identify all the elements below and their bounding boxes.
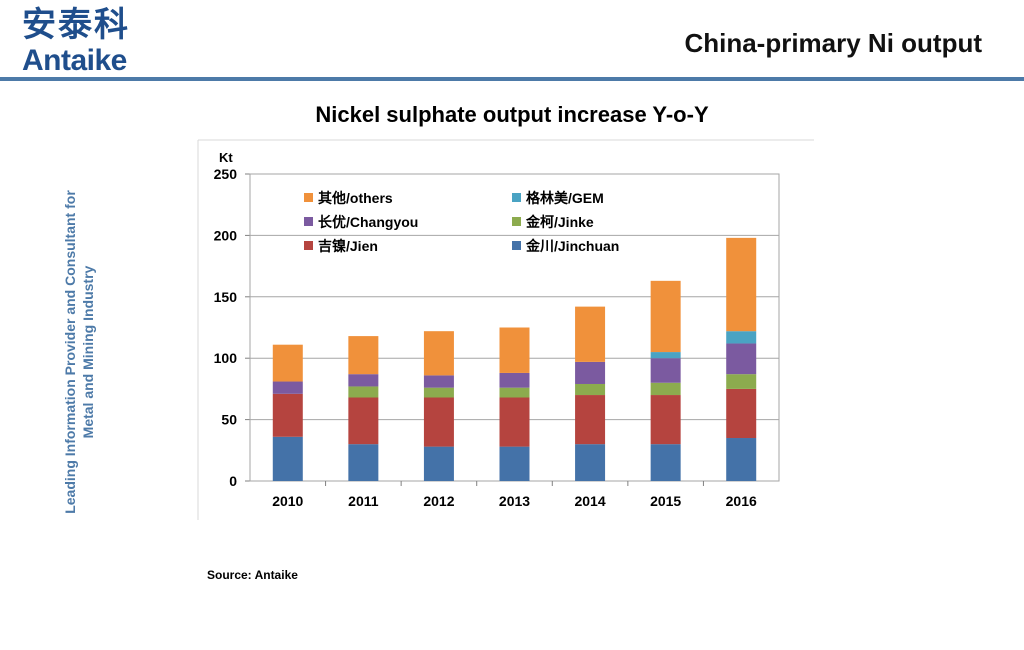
slide-subtitle: Nickel sulphate output increase Y-o-Y bbox=[315, 102, 709, 127]
bar-segment bbox=[726, 438, 757, 481]
legend-label: 其他/others bbox=[318, 190, 393, 206]
legend-label: 长优/Changyou bbox=[318, 214, 418, 230]
legend-label: 金柯/Jinke bbox=[525, 214, 594, 230]
bar-segment bbox=[650, 358, 681, 383]
y-tick-label: 250 bbox=[214, 166, 238, 182]
legend-swatch bbox=[512, 241, 521, 250]
bar-segment bbox=[499, 372, 530, 388]
x-tick-label: 2016 bbox=[726, 493, 757, 509]
y-tick-label: 150 bbox=[214, 289, 238, 305]
y-tick-label: 100 bbox=[214, 350, 238, 366]
legend-swatch bbox=[304, 241, 313, 250]
bar-segment bbox=[726, 237, 757, 332]
legend-swatch bbox=[512, 193, 521, 202]
y-tick-label: 50 bbox=[221, 412, 237, 428]
bar-segment bbox=[272, 344, 303, 382]
bar-segment bbox=[272, 381, 303, 394]
bar-segment bbox=[650, 444, 681, 481]
header-title: China-primary Ni output bbox=[684, 28, 982, 58]
bar-segment bbox=[272, 393, 303, 437]
legend-swatch bbox=[512, 217, 521, 226]
bar-segment bbox=[726, 343, 757, 375]
bar-segment bbox=[499, 397, 530, 447]
bar-segment bbox=[348, 336, 379, 375]
bar-segment bbox=[499, 387, 530, 398]
bar-segment bbox=[650, 395, 681, 445]
bar-segment bbox=[348, 386, 379, 398]
bar-segment bbox=[575, 383, 606, 396]
bar-segment bbox=[423, 446, 454, 481]
bar-segment bbox=[650, 352, 681, 359]
x-tick-label: 2015 bbox=[650, 493, 681, 509]
bar-segment bbox=[348, 374, 379, 387]
bar-segment bbox=[726, 388, 757, 439]
x-tick-label: 2014 bbox=[574, 493, 605, 509]
x-tick-label: 2010 bbox=[272, 493, 303, 509]
x-tick-label: 2013 bbox=[499, 493, 530, 509]
bar-segment bbox=[726, 331, 757, 344]
legend-label: 吉镍/Jien bbox=[318, 238, 378, 254]
bar-segment bbox=[575, 306, 606, 362]
source-note: Source: Antaike bbox=[207, 568, 298, 582]
bar-segment bbox=[423, 397, 454, 447]
bar-segment bbox=[575, 361, 606, 384]
bar-segment bbox=[726, 374, 757, 389]
header-divider bbox=[0, 77, 1024, 81]
legend-swatch bbox=[304, 193, 313, 202]
bar-segment bbox=[575, 444, 606, 481]
x-tick-label: 2011 bbox=[348, 493, 379, 509]
y-tick-label: 200 bbox=[214, 227, 238, 243]
bar-segment bbox=[423, 375, 454, 388]
bar-segment bbox=[499, 446, 530, 481]
legend-label: 金川/Jinchuan bbox=[525, 238, 619, 254]
x-tick-label: 2012 bbox=[423, 493, 454, 509]
bar-segment bbox=[348, 397, 379, 445]
bar-segment bbox=[423, 331, 454, 376]
logo-chinese-text: 安泰科 bbox=[22, 5, 130, 45]
bar-segment bbox=[575, 395, 606, 445]
bar-segment bbox=[348, 444, 379, 481]
legend-swatch bbox=[304, 217, 313, 226]
logo-english-text: Antaike bbox=[22, 44, 127, 77]
bar-segment bbox=[650, 280, 681, 353]
bar-segment bbox=[272, 436, 303, 481]
y-tick-label: 0 bbox=[229, 473, 237, 489]
bar-segment bbox=[650, 382, 681, 396]
bar-segment bbox=[499, 327, 530, 373]
y-unit-label: Kt bbox=[219, 150, 233, 165]
bar-segment bbox=[423, 387, 454, 398]
legend-label: 格林美/GEM bbox=[526, 190, 604, 206]
